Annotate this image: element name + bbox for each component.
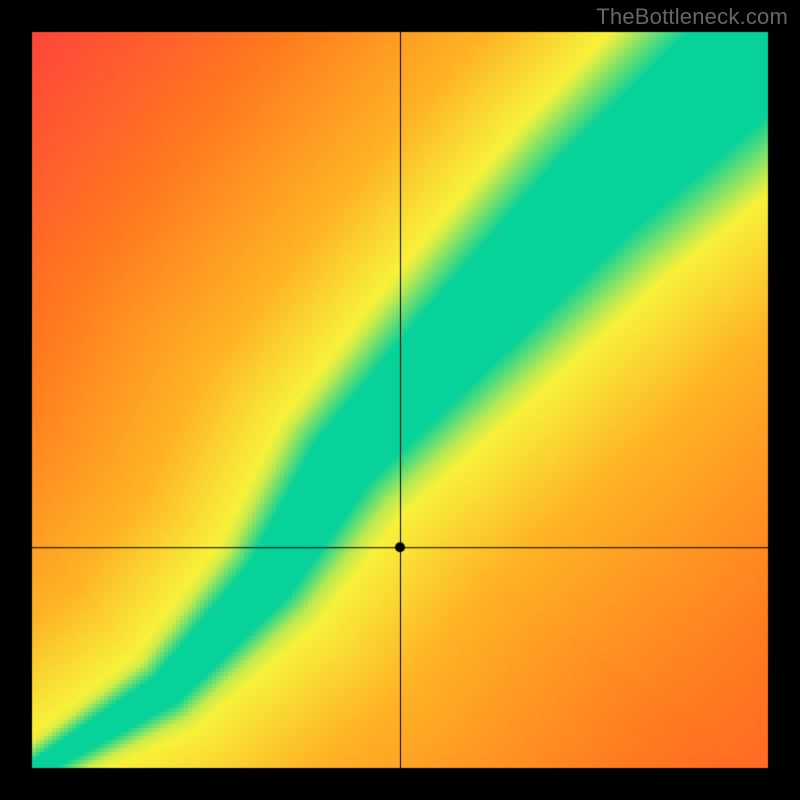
heatmap-canvas	[0, 0, 800, 800]
chart-container: TheBottleneck.com	[0, 0, 800, 800]
watermark-text: TheBottleneck.com	[596, 4, 788, 30]
